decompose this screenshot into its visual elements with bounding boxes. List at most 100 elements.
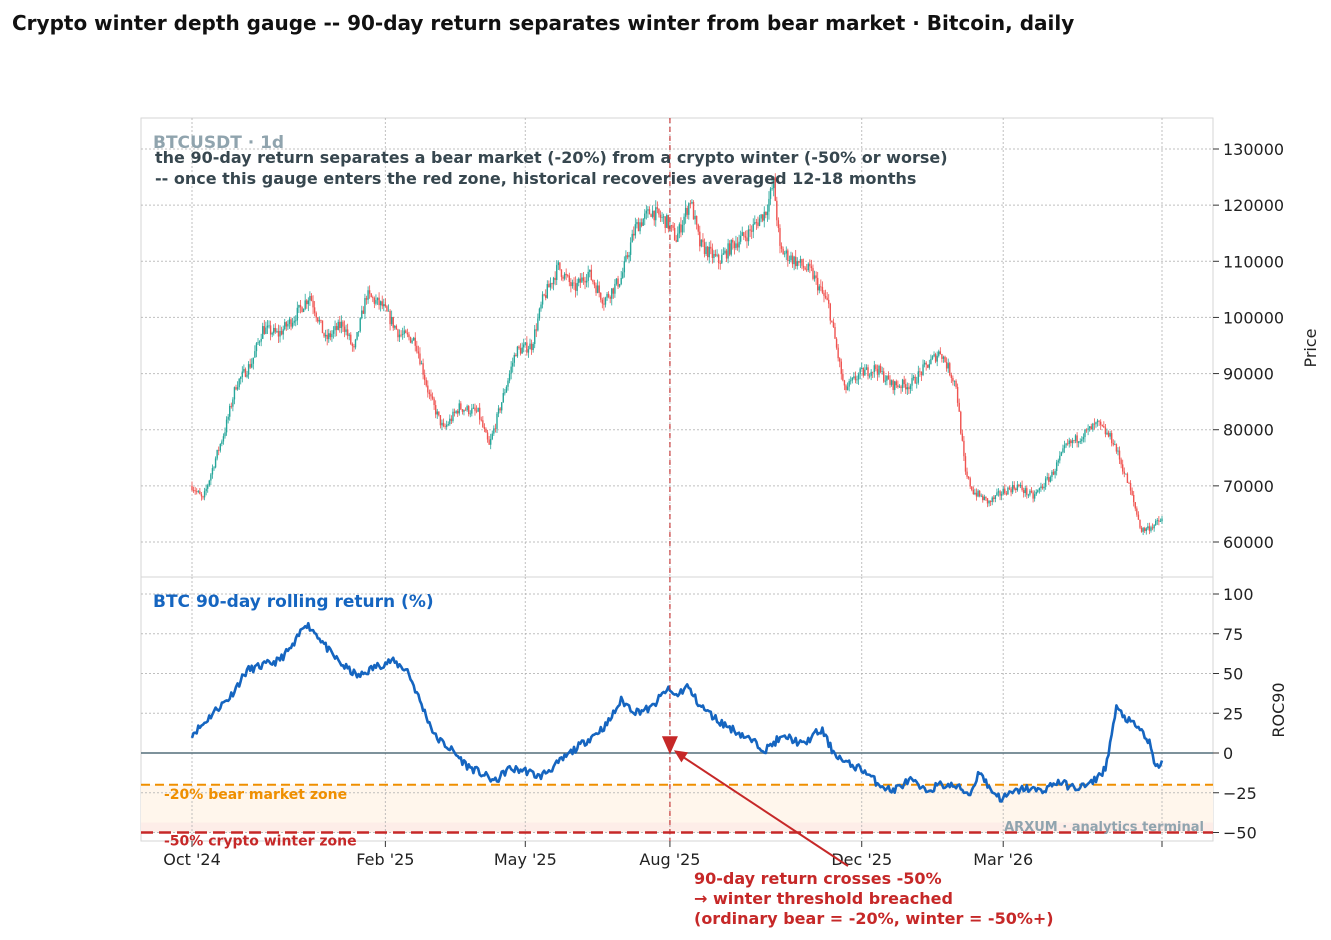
- candle-body: [392, 316, 394, 328]
- candle-body: [1101, 424, 1103, 427]
- candle-body: [203, 491, 206, 498]
- candle-body: [469, 413, 471, 415]
- candle-body: [1085, 429, 1088, 431]
- candle-body: [438, 411, 440, 416]
- candle-body: [758, 218, 761, 226]
- candle-body: [666, 215, 668, 228]
- candle-body: [403, 330, 405, 335]
- price-panel: 60000 70000 80000 90000 100000 110000 120000 13…: [140, 117, 1320, 578]
- candle-body: [445, 424, 448, 427]
- candle-body: [1092, 423, 1094, 430]
- candle-body: [1150, 527, 1152, 531]
- candle-body: [843, 380, 846, 386]
- candle-body: [636, 222, 638, 225]
- candle-body: [956, 386, 959, 403]
- candle-body: [499, 408, 501, 411]
- candle-body: [568, 275, 571, 283]
- candle-body: [452, 411, 454, 421]
- candle-body: [771, 188, 773, 189]
- candle-body: [364, 298, 366, 314]
- candle-body: [961, 433, 964, 441]
- candle-body: [694, 215, 696, 220]
- candle-body: [647, 209, 649, 211]
- candle-body: [779, 228, 781, 246]
- winter-zone-label: -50% crypto winter zone: [164, 834, 357, 850]
- candle-body: [422, 363, 424, 375]
- candle-body: [763, 211, 765, 221]
- roc-y-tick-label: 0: [1223, 744, 1233, 763]
- candle-body: [980, 495, 982, 497]
- candle-body: [456, 411, 459, 414]
- candle-body: [670, 225, 673, 226]
- candle-body: [466, 406, 468, 411]
- candle-body: [444, 426, 446, 427]
- candle-body: [249, 364, 251, 368]
- candle-body: [678, 224, 681, 234]
- candle-body: [722, 253, 725, 255]
- event-annotation-line-2: → winter threshold breached: [694, 889, 953, 908]
- candle-body: [783, 253, 786, 255]
- candle-body: [551, 283, 553, 285]
- candle-body: [557, 262, 560, 266]
- candle-body: [1120, 459, 1122, 465]
- candle-body: [890, 380, 893, 385]
- candle-body: [824, 295, 827, 298]
- candle-body: [378, 297, 380, 306]
- candle-body: [604, 297, 607, 305]
- candle-body: [994, 495, 997, 499]
- candle-body: [1027, 494, 1030, 496]
- candle-body: [449, 418, 451, 425]
- candle-body: [895, 381, 898, 386]
- candle-body: [354, 339, 357, 348]
- candle-body: [930, 358, 932, 365]
- candle-body: [523, 344, 525, 348]
- candle-body: [790, 255, 792, 261]
- candle-body: [640, 222, 643, 226]
- candle-body: [581, 277, 583, 283]
- candle-body: [1093, 423, 1096, 425]
- candle-body: [857, 374, 860, 380]
- candle-body: [730, 239, 732, 255]
- candle-body: [623, 261, 626, 273]
- candle-body: [323, 333, 325, 337]
- candle-body: [563, 273, 566, 279]
- candle-body: [653, 210, 655, 221]
- candle-body: [221, 441, 223, 445]
- candle-body: [328, 333, 330, 340]
- roc-y-axis: −50 −25 0 25 50 75 100: [1213, 585, 1257, 843]
- candle-body: [692, 201, 695, 220]
- candle-body: [427, 385, 429, 393]
- candle-body: [537, 318, 539, 331]
- candle-body: [925, 362, 927, 365]
- candle-body: [258, 341, 261, 343]
- candle-body: [821, 286, 824, 293]
- candle-body: [304, 300, 306, 309]
- candle-body: [420, 363, 423, 365]
- candle-body: [903, 379, 905, 385]
- candle-body: [490, 438, 492, 445]
- candle-body: [677, 233, 679, 242]
- candle-body: [705, 246, 707, 255]
- candle-body: [266, 325, 269, 328]
- candle-body: [923, 362, 926, 365]
- candle-body: [934, 354, 937, 362]
- price-y-axis: 60000 70000 80000 90000 100000 110000 120000 13…: [1213, 140, 1284, 552]
- candle-body: [508, 373, 511, 381]
- candle-body: [634, 224, 637, 236]
- candle-body: [348, 334, 350, 336]
- candle-body: [739, 235, 742, 242]
- candle-body: [194, 490, 196, 492]
- candle-body: [787, 250, 789, 261]
- candle-body: [389, 310, 391, 325]
- price-y-tick-label: 60000: [1223, 533, 1274, 552]
- candle-body: [419, 353, 421, 365]
- event-marker-triangle: [661, 736, 678, 755]
- candle-body: [650, 214, 652, 217]
- candle-body: [818, 286, 820, 291]
- candle-body: [889, 379, 891, 385]
- candle-body: [567, 275, 569, 277]
- candle-body: [823, 292, 825, 296]
- candle-body: [658, 208, 660, 215]
- candle-body: [505, 386, 508, 393]
